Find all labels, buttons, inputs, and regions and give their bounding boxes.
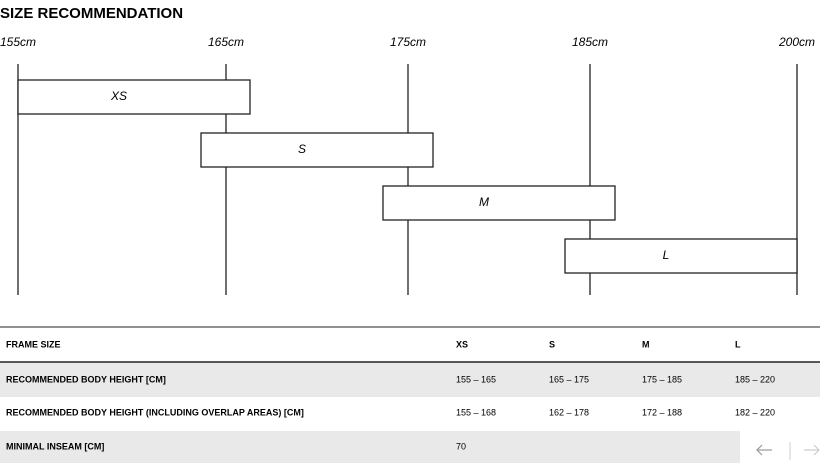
size-label: L bbox=[663, 248, 670, 262]
prev-arrow[interactable] bbox=[756, 444, 772, 456]
scale-label: 155cm bbox=[0, 35, 36, 49]
row-background bbox=[0, 362, 820, 397]
header-cell: M bbox=[642, 339, 650, 349]
table-cell: 182 – 220 bbox=[735, 407, 775, 417]
scale-label: 165cm bbox=[208, 35, 244, 49]
table-cell: 185 – 220 bbox=[735, 374, 775, 384]
table-cell: RECOMMENDED BODY HEIGHT [CM] bbox=[6, 374, 166, 384]
size-bar bbox=[564, 238, 798, 274]
table-cell: 175 – 185 bbox=[642, 374, 682, 384]
size-label: S bbox=[298, 142, 306, 156]
row-background bbox=[0, 431, 740, 463]
size-bar bbox=[200, 132, 434, 168]
table-cell: 70 bbox=[456, 441, 466, 451]
size-bar bbox=[382, 185, 616, 221]
table-cell: 165 – 175 bbox=[549, 374, 589, 384]
next-arrow[interactable] bbox=[804, 444, 820, 456]
header-cell: L bbox=[735, 339, 741, 349]
size-label: M bbox=[479, 195, 489, 209]
table-cell: 155 – 168 bbox=[456, 407, 496, 417]
table-cell: MINIMAL INSEAM [CM] bbox=[6, 441, 104, 451]
header-cell: FRAME SIZE bbox=[6, 339, 61, 349]
table-cell: 155 – 165 bbox=[456, 374, 496, 384]
scale-label: 185cm bbox=[572, 35, 608, 49]
section-title: SIZE RECOMMENDATION bbox=[0, 5, 183, 22]
scale-label: 200cm bbox=[778, 35, 815, 49]
scale-label: 175cm bbox=[390, 35, 426, 49]
size-label: XS bbox=[110, 89, 127, 103]
table-cell: 172 – 188 bbox=[642, 407, 682, 417]
header-cell: S bbox=[549, 339, 555, 349]
size-bar bbox=[17, 79, 251, 115]
table-cell: 162 – 178 bbox=[549, 407, 589, 417]
table-cell: RECOMMENDED BODY HEIGHT (INCLUDING OVERL… bbox=[6, 407, 304, 417]
header-cell: XS bbox=[456, 339, 468, 349]
